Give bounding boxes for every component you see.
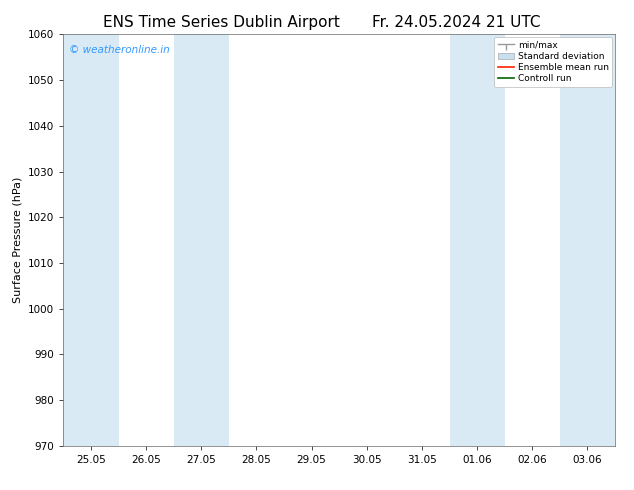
- Bar: [450, 34, 505, 446]
- Y-axis label: Surface Pressure (hPa): Surface Pressure (hPa): [13, 177, 23, 303]
- Bar: [63, 34, 119, 446]
- Bar: [560, 34, 615, 446]
- Bar: [174, 34, 229, 446]
- Legend: min/max, Standard deviation, Ensemble mean run, Controll run: min/max, Standard deviation, Ensemble me…: [494, 37, 612, 87]
- Text: © weatheronline.in: © weatheronline.in: [69, 45, 170, 54]
- Text: ENS Time Series Dublin Airport: ENS Time Series Dublin Airport: [103, 15, 340, 30]
- Text: Fr. 24.05.2024 21 UTC: Fr. 24.05.2024 21 UTC: [372, 15, 541, 30]
